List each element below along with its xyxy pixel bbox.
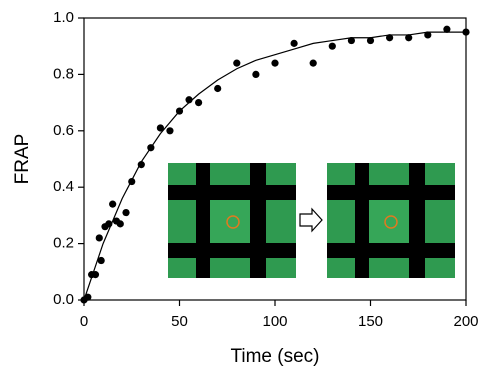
- data-point: [366, 36, 375, 45]
- y-tick-label: 0.0: [53, 291, 74, 308]
- data-point: [233, 59, 241, 67]
- data-point: [109, 200, 117, 208]
- x-tick-label: 150: [358, 313, 383, 330]
- data-point: [252, 70, 260, 78]
- inset-after: [327, 163, 455, 278]
- data-point: [386, 34, 394, 42]
- y-axis-label: FRAP: [12, 134, 33, 185]
- x-axis-label: Time (sec): [230, 346, 319, 367]
- data-point: [290, 39, 298, 47]
- inset-images: [168, 163, 455, 278]
- data-point: [116, 220, 124, 228]
- x-tick-label: 50: [171, 313, 188, 330]
- arrow: [299, 207, 323, 233]
- data-point: [309, 59, 317, 67]
- data-point: [97, 256, 105, 265]
- x-tick-label: 200: [453, 313, 478, 330]
- x-tick-label: 0: [80, 313, 88, 330]
- data-point: [443, 25, 451, 33]
- data-point: [195, 99, 203, 107]
- data-point: [271, 59, 279, 67]
- data-point: [214, 84, 222, 93]
- fit-line: [83, 31, 466, 301]
- data-point: [95, 234, 103, 242]
- x-tick-label: 100: [262, 313, 287, 330]
- data-point: [156, 124, 164, 132]
- y-tick-label: 0.2: [53, 235, 74, 252]
- data-point: [166, 127, 174, 135]
- data-point: [405, 34, 413, 42]
- data-point: [328, 42, 336, 50]
- data-point: [424, 31, 432, 39]
- y-tick-label: 1.0: [53, 9, 74, 26]
- y-tick-label: 0.6: [53, 122, 74, 139]
- data-point: [122, 208, 130, 217]
- data-point: [347, 36, 355, 45]
- inset-before: [168, 163, 296, 278]
- y-tick-label: 0.8: [53, 65, 74, 82]
- y-tick-label: 0.4: [53, 178, 74, 195]
